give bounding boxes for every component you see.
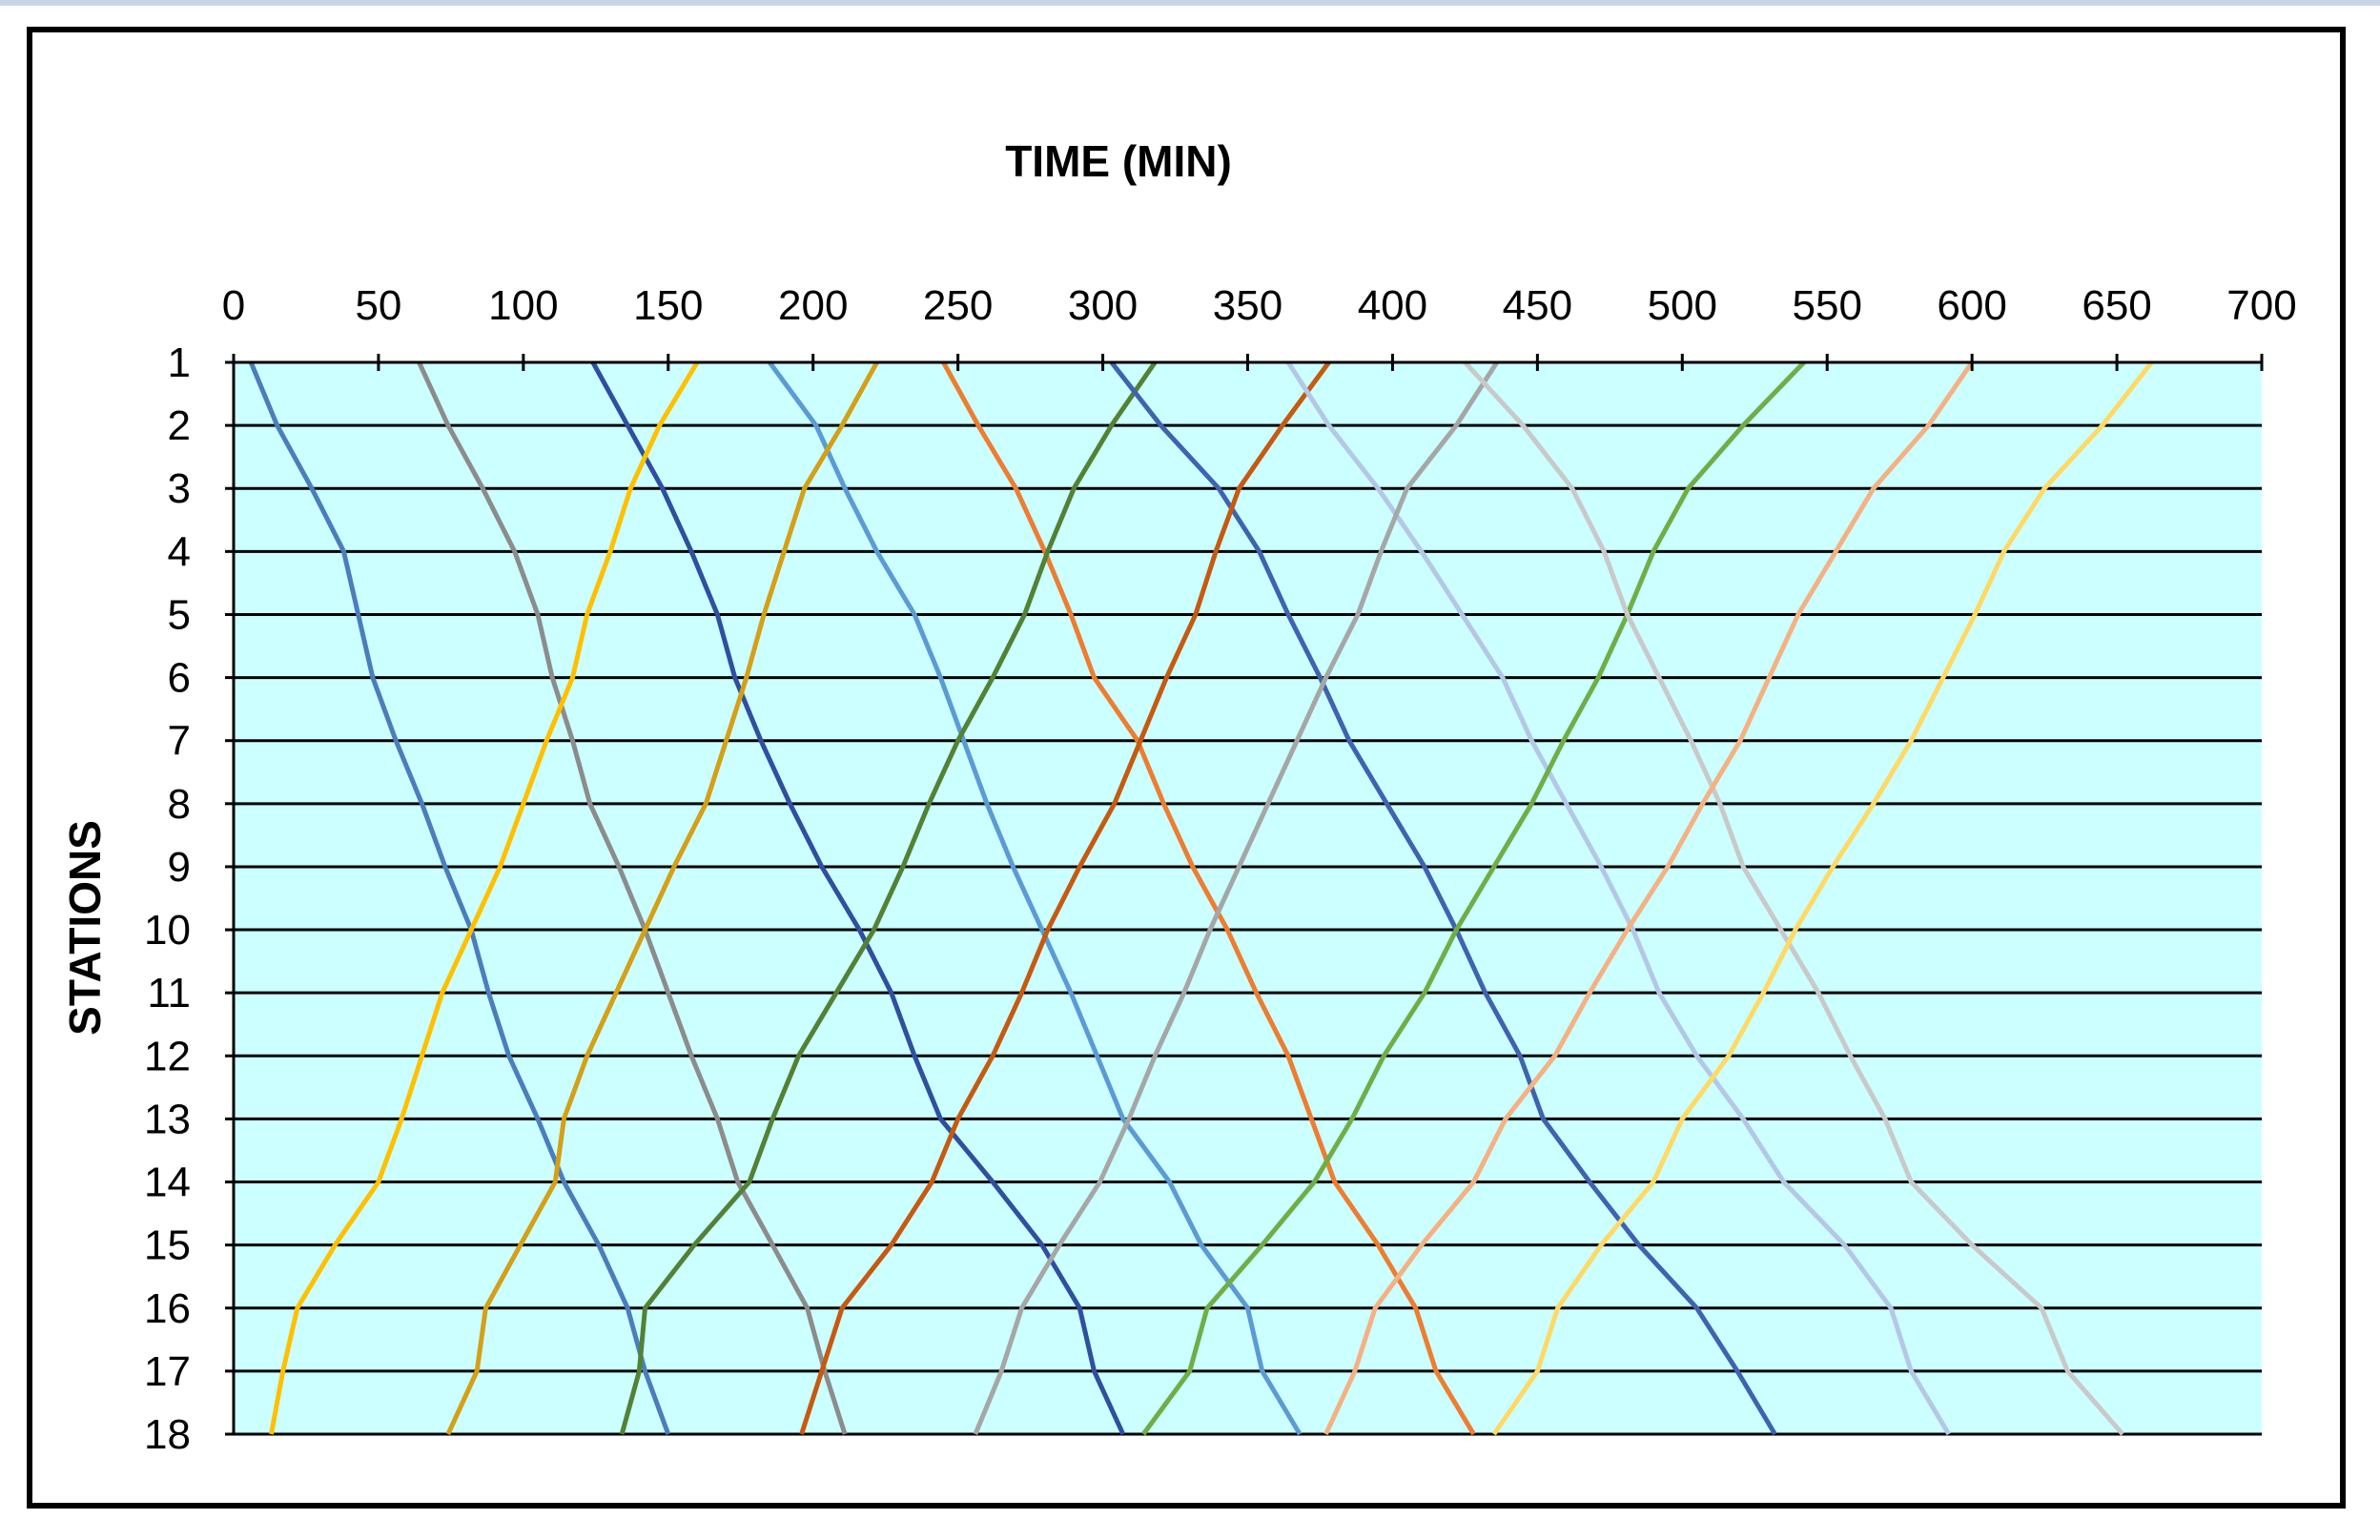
series-line-14 — [1463, 360, 2124, 1436]
series-line-15 — [1323, 360, 1975, 1436]
series-line-11 — [1285, 360, 1951, 1436]
y-tick-label-14: 14 — [144, 1160, 191, 1206]
x-tick-label-100: 100 — [488, 282, 558, 329]
x-tick-label-50: 50 — [355, 282, 401, 329]
y-tick-label-10: 10 — [144, 907, 191, 954]
x-axis-title: TIME (MIN) — [1005, 136, 1232, 186]
x-tick-label-250: 250 — [923, 282, 993, 329]
x-tick-label-150: 150 — [633, 282, 703, 329]
series-line-5 — [768, 360, 1303, 1436]
series-lines — [248, 360, 2154, 1436]
x-tick-label-200: 200 — [778, 282, 848, 329]
x-tick-label-500: 500 — [1648, 282, 1717, 329]
series-line-16 — [1491, 360, 2154, 1436]
y-tick-label-9: 9 — [168, 844, 191, 891]
y-tick-label-11: 11 — [147, 970, 191, 1016]
x-tick-label-400: 400 — [1358, 282, 1427, 329]
y-tick-label-16: 16 — [144, 1285, 191, 1332]
series-line-2 — [417, 360, 848, 1435]
y-tick-label-3: 3 — [168, 465, 191, 512]
y-axis-title: STATIONS — [60, 820, 110, 1036]
y-tick-label-15: 15 — [144, 1222, 191, 1269]
y-tick-label-7: 7 — [168, 718, 191, 765]
series-line-13 — [1141, 360, 1806, 1436]
series-line-1 — [248, 361, 671, 1435]
series-line-8 — [619, 360, 1158, 1435]
x-tick-label-550: 550 — [1793, 282, 1862, 329]
y-tick-label-6: 6 — [168, 655, 191, 702]
y-tick-label-4: 4 — [168, 528, 191, 575]
axes — [225, 354, 2264, 1436]
series-line-12 — [973, 360, 1499, 1435]
y-tick-label-2: 2 — [168, 402, 191, 449]
x-tick-label-650: 650 — [2082, 282, 2151, 329]
y-tick-label-17: 17 — [144, 1348, 191, 1395]
x-tick-label-300: 300 — [1068, 282, 1138, 329]
x-tick-label-350: 350 — [1213, 282, 1282, 329]
y-tick-label-13: 13 — [144, 1096, 191, 1142]
top-border-accent — [0, 0, 2380, 6]
series-line-9 — [1109, 360, 1777, 1436]
x-tick-label-700: 700 — [2226, 282, 2296, 329]
series-line-4 — [269, 360, 700, 1435]
y-tick-label-1: 1 — [168, 339, 191, 386]
series-line-6 — [445, 360, 879, 1436]
plot-area — [234, 362, 2262, 1434]
series-line-7 — [941, 360, 1476, 1436]
y-tick-label-18: 18 — [144, 1411, 191, 1458]
y-tick-label-12: 12 — [144, 1033, 191, 1079]
x-tick-labels: 0 50 100 150 200 250 300 350 400 450 500 550 600 650 7… — [222, 282, 2297, 329]
x-tick-label-600: 600 — [1937, 282, 2006, 329]
series-line-3 — [590, 360, 1126, 1436]
x-tick-label-0: 0 — [222, 282, 245, 329]
y-tick-label-5: 5 — [168, 591, 191, 638]
series-line-10 — [799, 360, 1331, 1435]
y-tick-label-8: 8 — [168, 781, 191, 828]
x-tick-label-450: 450 — [1503, 282, 1572, 329]
